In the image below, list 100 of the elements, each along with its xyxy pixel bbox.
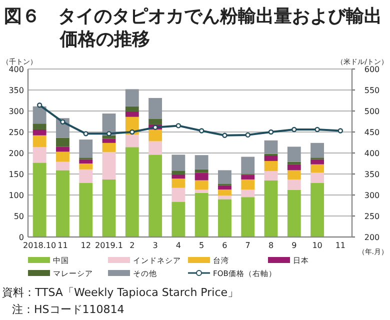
point	[83, 131, 88, 136]
bar	[194, 192, 208, 237]
bar	[218, 185, 232, 190]
x-tick-label: 12	[80, 241, 91, 250]
y2-tick-label: 550	[364, 86, 380, 95]
x-tick-label: 11	[335, 241, 346, 250]
bar	[148, 129, 162, 142]
bar	[287, 170, 301, 180]
bar	[32, 124, 46, 130]
bar	[148, 154, 162, 237]
bar	[264, 171, 278, 180]
bar	[287, 146, 301, 162]
point	[338, 128, 344, 134]
title: 図６ タイのタピオカでん粉輸出量および輸出価格の推移	[4, 6, 382, 50]
bar	[194, 169, 208, 173]
bar	[241, 174, 255, 180]
bar	[32, 162, 46, 237]
bar	[32, 129, 46, 136]
text: 注：HSコード110814	[12, 303, 124, 316]
bar	[241, 190, 255, 198]
y-tick-label: 200	[8, 149, 24, 158]
bar	[79, 182, 93, 237]
point	[222, 132, 228, 138]
text: 資料：TTSA「Weekly Tapioca Starch Price」	[2, 286, 239, 299]
bar	[218, 190, 232, 196]
bar	[194, 155, 208, 170]
bar	[287, 164, 301, 170]
x-tick-label: 3	[152, 241, 158, 250]
y-tick-label: 150	[8, 170, 24, 179]
bar	[56, 146, 70, 152]
y2-tick-label: 500	[364, 107, 380, 116]
y-tick-label: 250	[8, 128, 24, 137]
bar	[241, 197, 255, 237]
x-tick-label: 2	[130, 241, 135, 250]
bar	[102, 179, 116, 237]
point	[292, 126, 297, 132]
bar	[241, 156, 255, 174]
point	[130, 129, 135, 135]
x-tick-label: 4	[176, 241, 181, 250]
y2-tick-label: 400	[364, 149, 380, 158]
bar	[148, 98, 162, 119]
y2-tick-label: 200	[364, 233, 380, 242]
point	[245, 132, 250, 138]
y-tick-label: 300	[8, 107, 24, 116]
x-tick-label: 5	[199, 241, 204, 250]
bar	[102, 138, 116, 143]
point	[198, 128, 204, 134]
bar	[287, 179, 301, 190]
bar	[218, 195, 232, 200]
x-tick-label: 2019.1	[95, 241, 123, 250]
bar	[56, 138, 70, 147]
bar	[172, 174, 186, 179]
point	[176, 123, 182, 128]
bar	[125, 89, 139, 106]
x-tick-label: 7	[245, 241, 250, 250]
bar	[125, 111, 139, 117]
bar	[310, 172, 324, 183]
bar	[79, 140, 93, 158]
y2-tick-label: 300	[364, 191, 380, 200]
bar	[194, 172, 208, 180]
point	[152, 124, 158, 130]
bar	[172, 202, 186, 237]
bar	[264, 156, 278, 161]
bar	[310, 159, 324, 164]
x-tick-label: 6	[222, 241, 228, 250]
bar	[194, 190, 208, 193]
x-tick-label: 9	[292, 241, 297, 250]
bar	[125, 147, 139, 237]
bar	[56, 162, 70, 170]
bar	[148, 118, 162, 124]
x-tick-label: 2018.10	[23, 241, 56, 250]
x-tick-label: 10	[312, 241, 322, 250]
y-tick-label: 350	[8, 86, 24, 95]
bar	[79, 159, 93, 164]
bar	[172, 154, 186, 171]
bar	[32, 106, 46, 124]
bar	[241, 179, 255, 190]
y-tick-label: 100	[8, 191, 24, 200]
y-tick-label: 0	[18, 233, 24, 242]
bar	[264, 140, 278, 154]
bar	[310, 142, 324, 158]
x-tick-label: 11	[58, 241, 68, 250]
bar	[32, 135, 46, 148]
bar	[172, 178, 186, 188]
bar	[264, 180, 278, 237]
bar	[79, 164, 93, 170]
bar	[287, 190, 301, 237]
bar	[56, 170, 70, 237]
y-tick-label: 400	[8, 65, 24, 74]
bar	[287, 162, 301, 164]
bar	[172, 188, 186, 202]
y-tick-label: 50	[14, 212, 24, 221]
bar	[79, 169, 93, 183]
bar	[102, 152, 116, 180]
point	[106, 131, 112, 136]
bar	[125, 106, 139, 112]
y2-tick-label: 450	[364, 128, 380, 137]
point	[268, 129, 274, 135]
bar	[32, 147, 46, 163]
bar	[102, 142, 116, 152]
